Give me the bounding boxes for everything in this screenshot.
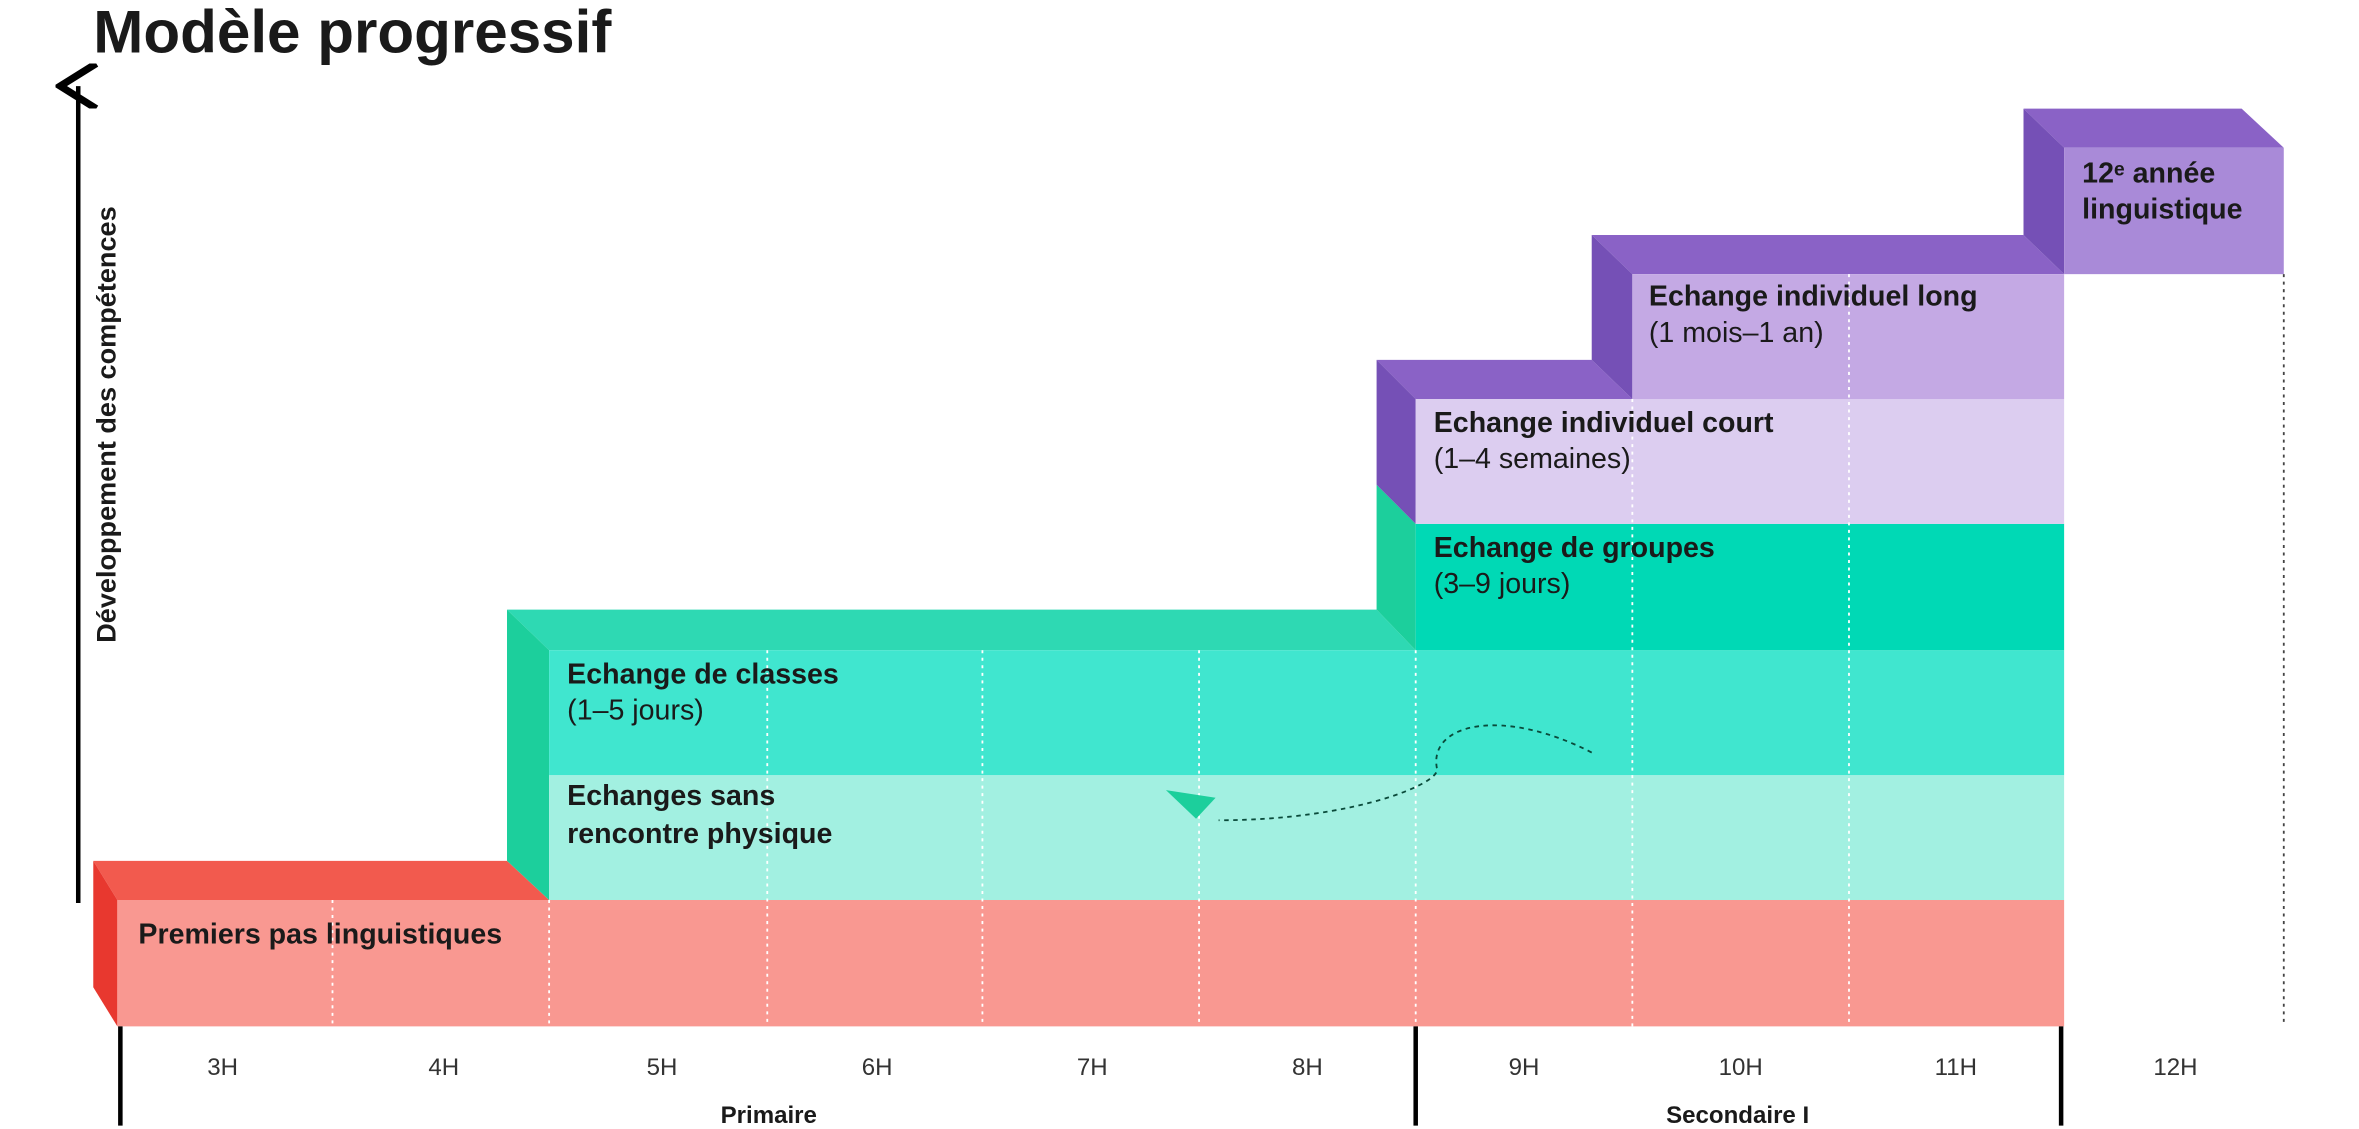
grade-label: 3H [207, 1054, 238, 1081]
level-label: Echange individuel court [1434, 407, 1774, 439]
grade-label: 5H [647, 1054, 678, 1081]
step-side [507, 610, 549, 900]
grade-label: 10H [1719, 1054, 1763, 1081]
level-label: Echanges sans [567, 780, 775, 812]
school-level: Secondaire I [1666, 1102, 1809, 1129]
level-label: Premiers pas linguistiques [138, 919, 502, 951]
step-top [2024, 109, 2284, 148]
level-label: Echange de groupes [1434, 532, 1715, 564]
diagram: Modèle progressif Développement des comp… [0, 0, 2359, 1129]
grade-label: 12H [2153, 1054, 2197, 1081]
level-detail: (3–9 jours) [1434, 568, 1571, 600]
step-top [93, 861, 549, 900]
grade-label: 8H [1292, 1054, 1323, 1081]
step-top [1592, 235, 2064, 274]
level-label: Echange de classes [567, 658, 839, 690]
step-top [507, 610, 1416, 651]
level-detail: (1–4 semaines) [1434, 443, 1631, 475]
grade-label: 7H [1077, 1054, 1108, 1081]
level-label: Echange individuel long [1649, 281, 1978, 313]
title: Modèle progressif [93, 0, 612, 65]
grade-label: 6H [862, 1054, 893, 1081]
page: {"title":"Modèle progressif", "y_axis_la… [0, 0, 2359, 1129]
level-detail: (1–5 jours) [567, 694, 704, 726]
level-detail: (1 mois–1 an) [1649, 317, 1824, 349]
level-label: linguistique [2082, 193, 2242, 225]
school-level: Primaire [721, 1102, 817, 1129]
step-top [1377, 360, 1633, 399]
level-label: 12ᵉ année [2082, 157, 2215, 189]
grade-label: 9H [1509, 1054, 1540, 1081]
y-axis-label: Développement des compétences [90, 206, 121, 642]
grade-label: 4H [428, 1054, 459, 1081]
level-label: rencontre physique [567, 818, 832, 850]
grade-label: 11H [1935, 1054, 1977, 1081]
